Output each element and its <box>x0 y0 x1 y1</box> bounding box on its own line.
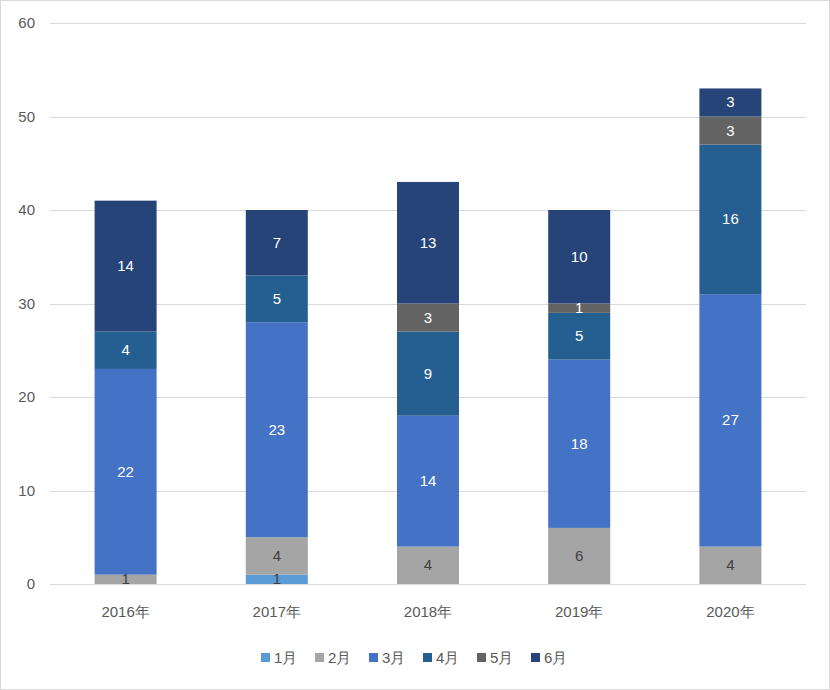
y-range-line <box>50 23 51 584</box>
bar-segment <box>699 117 761 145</box>
data-label: 18 <box>571 435 588 452</box>
x-tick-label: 2020年 <box>706 603 754 620</box>
y-tick-label: 40 <box>18 201 35 218</box>
bar-segment <box>699 88 761 116</box>
bar-segment <box>397 416 459 547</box>
x-tick-label: 2019年 <box>555 603 603 620</box>
data-label: 3 <box>424 309 432 326</box>
grid-line <box>50 584 806 585</box>
legend-label: 5月 <box>490 649 513 666</box>
data-label: 4 <box>121 341 129 358</box>
bar-segment <box>397 304 459 332</box>
data-label: 23 <box>268 421 285 438</box>
y-tick-label: 20 <box>18 388 35 405</box>
y-tick-label: 50 <box>18 108 35 125</box>
data-label: 4 <box>726 556 734 573</box>
bar-segment <box>246 322 308 537</box>
bar-segment <box>699 145 761 295</box>
data-label: 1 <box>273 570 281 587</box>
legend: 1月 2月 3月 4月 5月 6月 <box>261 649 567 666</box>
x-tick-label: 2018年 <box>404 603 452 620</box>
bar-segment <box>699 547 761 584</box>
bar-segment <box>246 537 308 574</box>
data-label: 7 <box>273 234 281 251</box>
data-label: 3 <box>726 93 734 110</box>
bar-segment <box>397 332 459 416</box>
data-label: 6 <box>575 547 583 564</box>
y-tick-label: 60 <box>18 14 35 31</box>
data-label: 13 <box>420 234 437 251</box>
chart-border <box>1 1 830 690</box>
bar-segment <box>95 201 157 332</box>
data-label: 1 <box>575 299 583 316</box>
bars <box>95 88 762 584</box>
legend-swatch <box>531 653 540 662</box>
bar-segment <box>548 313 610 360</box>
legend-label: 6月 <box>544 649 567 666</box>
legend-label: 4月 <box>436 649 459 666</box>
data-label: 14 <box>420 472 437 489</box>
bar-segment <box>246 275 308 322</box>
x-tick-label: 2017年 <box>253 603 301 620</box>
grid-line <box>50 117 806 118</box>
data-label: 3 <box>726 122 734 139</box>
data-label: 4 <box>424 556 432 573</box>
bar-segment <box>246 210 308 275</box>
data-label: 5 <box>575 327 583 344</box>
data-label: 10 <box>571 248 588 265</box>
chart: 0102030405060122414142357414931361851104… <box>0 0 830 690</box>
legend-label: 3月 <box>382 649 405 666</box>
legend-swatch <box>261 653 270 662</box>
data-label: 27 <box>722 411 739 428</box>
bar-segment <box>95 369 157 575</box>
legend-label: 2月 <box>328 649 351 666</box>
bar-segment <box>95 332 157 369</box>
bar-segment <box>699 294 761 546</box>
legend-swatch <box>423 653 432 662</box>
legend-swatch <box>369 653 378 662</box>
data-label: 5 <box>273 290 281 307</box>
legend-swatch <box>477 653 486 662</box>
bar-segment <box>548 528 610 584</box>
bar-segment <box>397 547 459 584</box>
grid-line <box>50 23 806 24</box>
y-tick-label: 0 <box>27 575 35 592</box>
bar-segment <box>548 210 610 304</box>
data-label: 22 <box>117 463 134 480</box>
data-label: 4 <box>273 547 281 564</box>
bar-segment <box>397 182 459 304</box>
data-label: 14 <box>117 257 134 274</box>
data-label: 16 <box>722 210 739 227</box>
x-tick-label: 2016年 <box>101 603 149 620</box>
legend-label: 1月 <box>274 649 297 666</box>
legend-swatch <box>315 653 324 662</box>
bar-segment <box>548 360 610 528</box>
y-tick-label: 30 <box>18 295 35 312</box>
data-label: 9 <box>424 365 432 382</box>
data-label: 1 <box>121 570 129 587</box>
y-tick-label: 10 <box>18 482 35 499</box>
